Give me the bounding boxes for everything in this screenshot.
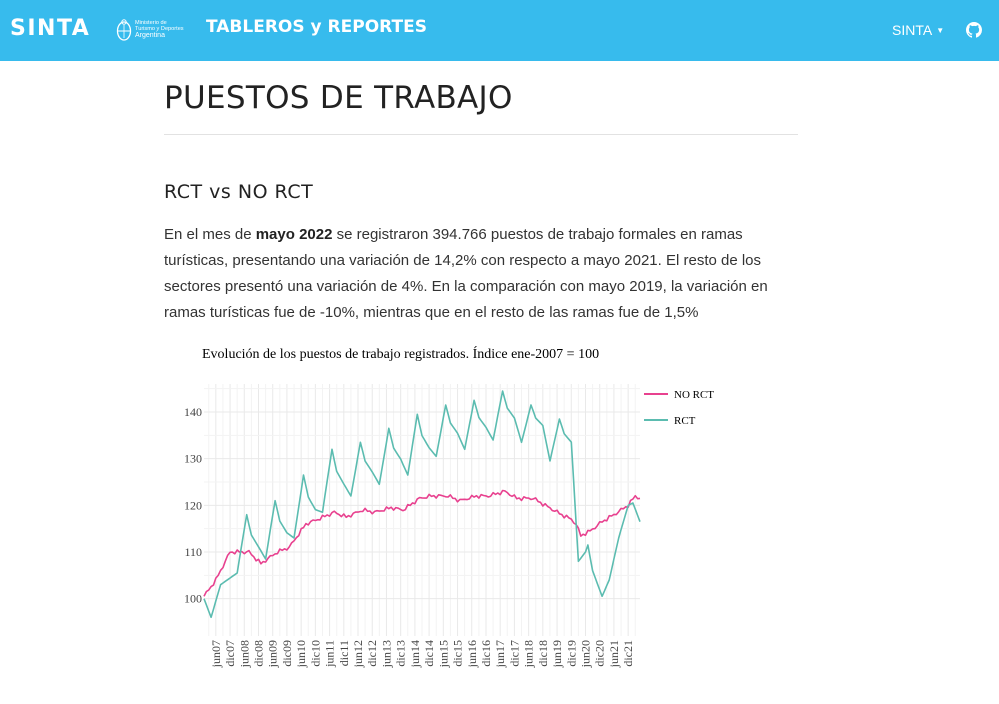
- x-tick-label: jun11: [323, 640, 337, 668]
- github-icon[interactable]: [966, 22, 982, 38]
- series-line-rct: [203, 390, 641, 619]
- x-tick-label: dic16: [479, 640, 493, 667]
- x-tick-label: jun17: [493, 640, 507, 668]
- chart-legend: NO RCT RCT: [644, 389, 714, 427]
- ministry-text: Ministerio de Turismo y Deportes Argenti…: [135, 20, 201, 40]
- summary-month: mayo 2022: [255, 226, 333, 243]
- summary-text-1: En el mes de: [164, 226, 256, 243]
- series-line-no-rct: [203, 489, 641, 597]
- x-tick-label: dic09: [280, 640, 294, 667]
- ministry-line-3: Argentina: [135, 32, 165, 40]
- y-tick-label: 140: [184, 405, 202, 419]
- sinta-menu-label: SINTA: [892, 22, 933, 38]
- x-tick-label: dic18: [536, 640, 550, 667]
- x-tick-label: dic15: [451, 640, 465, 667]
- jobs-line-chart: 100 110 120 130 140 jun07 dic07 jun08 dic08 jun0…: [184, 384, 714, 668]
- x-tick-label: jun13: [379, 640, 393, 668]
- x-tick-label: jun10: [294, 640, 308, 668]
- app-title[interactable]: TABLEROS y REPORTES: [206, 17, 427, 37]
- sinta-menu-dropdown[interactable]: SINTA ▼: [892, 22, 944, 38]
- section-title: RCT vs NO RCT: [164, 181, 314, 203]
- x-tick-label: jun09: [266, 640, 280, 668]
- summary-text-2: se registraron 394.766 puestos de trabaj…: [164, 226, 768, 321]
- x-tick-label: jun19: [550, 640, 564, 668]
- x-tick-label: dic21: [621, 640, 635, 667]
- x-tick-label: dic17: [507, 640, 521, 667]
- x-tick-label: dic13: [394, 640, 408, 667]
- summary-paragraph: En el mes de mayo 2022 se registraron 39…: [164, 222, 790, 326]
- chart-title: Evolución de los puestos de trabajo regi…: [202, 347, 600, 362]
- ministry-line-2: Turismo y Deportes: [135, 26, 184, 33]
- legend-label: NO RCT: [674, 389, 714, 401]
- x-tick-label: dic12: [365, 640, 379, 667]
- brand-logo[interactable]: SINTA: [10, 16, 91, 41]
- x-tick-label: jun12: [351, 640, 365, 668]
- ministry-line-1: Ministerio de: [135, 20, 167, 26]
- x-tick-label: jun21: [607, 640, 621, 668]
- legend-label: RCT: [674, 415, 696, 427]
- y-tick-label: 110: [184, 545, 202, 559]
- x-tick-label: jun15: [436, 640, 450, 668]
- x-tick-label: dic20: [593, 640, 607, 667]
- x-tick-label: jun18: [522, 640, 536, 668]
- page-title: PUESTOS DE TRABAJO: [164, 80, 513, 116]
- coat-of-arms-icon: [116, 19, 132, 41]
- top-navbar: SINTA Ministerio de Turismo y Deportes A…: [0, 0, 999, 61]
- y-tick-label: 130: [184, 452, 202, 466]
- y-tick-label: 100: [184, 592, 202, 606]
- caret-down-icon: ▼: [936, 26, 945, 35]
- x-tick-label: jun16: [465, 640, 479, 668]
- x-tick-label: dic14: [422, 640, 436, 667]
- y-axis: 100 110 120 130 140: [184, 405, 202, 606]
- x-tick-label: jun14: [408, 640, 422, 668]
- chart-series: [203, 390, 641, 619]
- x-axis: jun07 dic07 jun08 dic08 jun09 dic09 jun10 dic10…: [209, 640, 635, 668]
- ministry-logo: Ministerio de Turismo y Deportes Argenti…: [116, 18, 196, 46]
- x-tick-label: jun20: [579, 640, 593, 668]
- x-tick-label: dic07: [223, 640, 237, 667]
- x-tick-label: dic11: [337, 640, 351, 666]
- x-tick-label: dic19: [564, 640, 578, 667]
- title-divider: [164, 134, 798, 135]
- x-tick-label: jun08: [237, 640, 251, 668]
- x-tick-label: dic10: [308, 640, 322, 667]
- x-tick-label: jun07: [209, 640, 223, 668]
- y-tick-label: 120: [184, 498, 202, 512]
- x-tick-label: dic08: [252, 640, 266, 667]
